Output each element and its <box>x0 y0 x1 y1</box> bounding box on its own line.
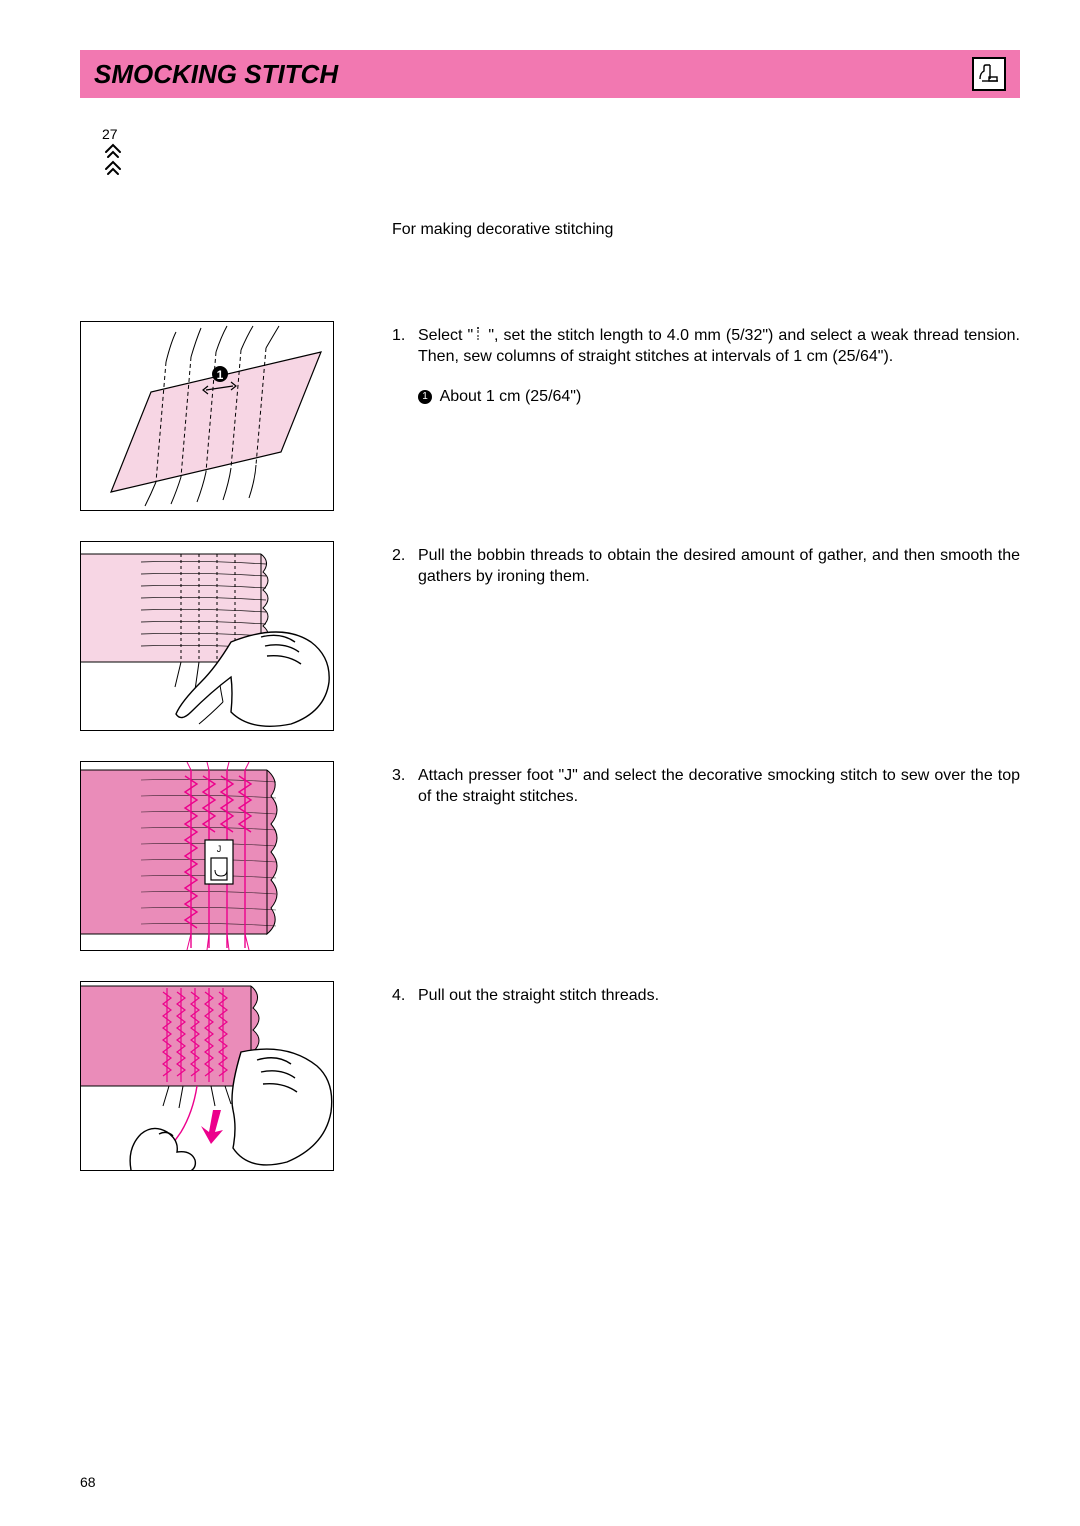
step-1-text-a: Select " <box>418 327 473 344</box>
stitch-number: 27 <box>102 126 1020 142</box>
step-row-4: 4. Pull out the straight stitch threads. <box>80 981 1020 1171</box>
presser-foot-label: J <box>217 844 222 854</box>
step-3-number: 3. <box>392 765 418 808</box>
presser-foot-header-icon <box>972 57 1006 91</box>
step-1-note: About 1 cm (25/64") <box>440 388 582 405</box>
stitch-pattern-indicator: 27 <box>102 126 1020 187</box>
intro-text: For making decorative stitching <box>392 219 1020 241</box>
step-1-text-b: ", set the stitch length to 4.0 mm (5/32… <box>418 327 1020 366</box>
step-4-number: 4. <box>392 985 418 1007</box>
marker-1-label: 1 <box>217 368 224 382</box>
step-row-2: 2. Pull the bobbin threads to obtain the… <box>80 541 1020 731</box>
figure-1-straight-stitch: 1 <box>80 321 334 511</box>
step-1-number: 1. <box>392 325 418 368</box>
step-2-text: Pull the bobbin threads to obtain the de… <box>418 545 1020 588</box>
page-number: 68 <box>80 1474 96 1490</box>
figure-2-gather <box>80 541 334 731</box>
straight-stitch-inline-icon <box>473 326 483 346</box>
figure-3-presser-foot: J <box>80 761 334 951</box>
step-row-3: J 3. Attach pr <box>80 761 1020 951</box>
header-bar: SMOCKING STITCH <box>80 50 1020 98</box>
intro-row: For making decorative stitching <box>80 201 1020 291</box>
step-4-text: Pull out the straight stitch threads. <box>418 985 1020 1007</box>
figure-4-pull-threads <box>80 981 334 1171</box>
smocking-stitch-icon <box>102 142 1020 187</box>
page-title: SMOCKING STITCH <box>94 59 338 90</box>
step-3-text: Attach presser foot "J" and select the d… <box>418 765 1020 808</box>
step-2-number: 2. <box>392 545 418 588</box>
step-row-1: 1 1. Select " ", set the stitch length t… <box>80 321 1020 511</box>
step-1-marker-icon: 1 <box>418 390 432 404</box>
